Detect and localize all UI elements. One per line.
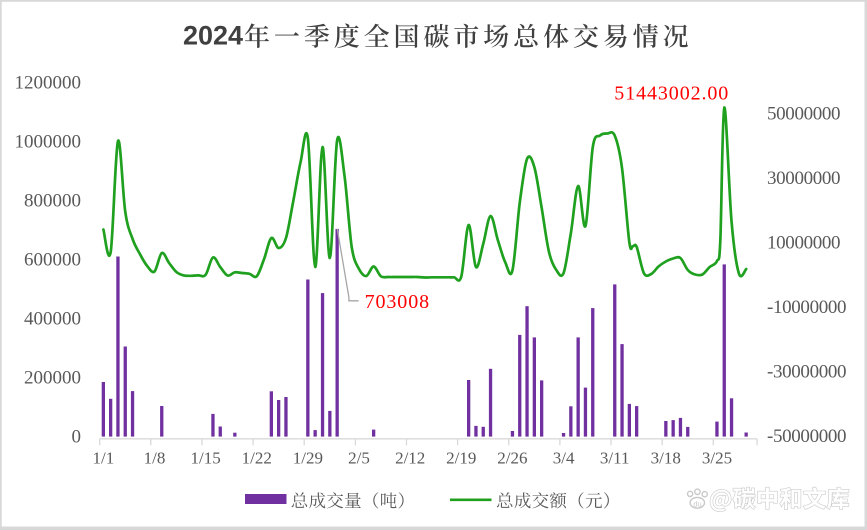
svg-text:400000: 400000 (24, 308, 81, 329)
svg-text:2/26: 2/26 (497, 449, 527, 468)
svg-text:200000: 200000 (24, 367, 81, 388)
svg-text:50000000: 50000000 (767, 104, 840, 125)
svg-text:3/4: 3/4 (553, 449, 575, 468)
svg-text:-30000000: -30000000 (767, 362, 846, 383)
svg-text:30000000: 30000000 (767, 168, 840, 189)
svg-text:1/22: 1/22 (242, 449, 272, 468)
svg-text:1000000: 1000000 (15, 132, 82, 153)
svg-text:10000000: 10000000 (767, 233, 840, 254)
svg-text:600000: 600000 (24, 250, 81, 271)
svg-text:2024: 2024 (183, 20, 243, 50)
svg-text:3/18: 3/18 (651, 449, 681, 468)
svg-text:du: du (693, 499, 701, 508)
svg-text:1/8: 1/8 (144, 449, 166, 468)
svg-text:1/15: 1/15 (190, 449, 220, 468)
svg-text:1/29: 1/29 (293, 449, 323, 468)
svg-text:0: 0 (72, 426, 82, 447)
svg-text:51443002.00: 51443002.00 (614, 83, 729, 105)
svg-text:3/25: 3/25 (702, 449, 732, 468)
svg-text:1/1: 1/1 (93, 449, 115, 468)
svg-text:2/5: 2/5 (348, 449, 370, 468)
svg-text:1200000: 1200000 (15, 73, 82, 94)
svg-text:703008: 703008 (365, 291, 430, 313)
svg-text:2/12: 2/12 (395, 449, 425, 468)
svg-text:-50000000: -50000000 (767, 426, 846, 447)
svg-text:3/11: 3/11 (600, 449, 630, 468)
svg-text:800000: 800000 (24, 191, 81, 212)
svg-text:-10000000: -10000000 (767, 297, 846, 318)
svg-text:2/19: 2/19 (446, 449, 476, 468)
